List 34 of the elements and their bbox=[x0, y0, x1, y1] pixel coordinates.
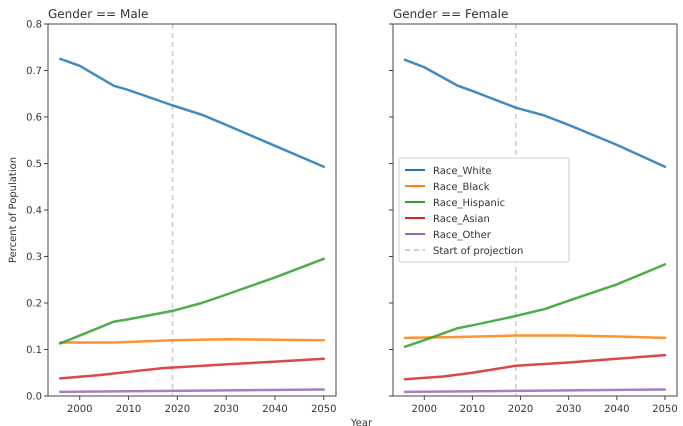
chart-title: Gender == Female bbox=[393, 7, 508, 21]
line-series bbox=[58, 258, 326, 345]
ref-line-label: Start of projection bbox=[433, 246, 524, 257]
x-tick-label: 2040 bbox=[262, 404, 288, 415]
y-tick-label: 0.6 bbox=[26, 112, 42, 124]
x-tick-label: 2040 bbox=[604, 404, 630, 415]
legend-label: Race_Hispanic bbox=[433, 198, 506, 209]
legend-label: Race_Asian bbox=[433, 214, 490, 225]
legend-label: Race_Other bbox=[433, 230, 492, 241]
x-tick-label: 2020 bbox=[164, 404, 190, 415]
x-tick-label: 2010 bbox=[460, 404, 486, 415]
x-tick-label: 2000 bbox=[412, 404, 438, 415]
x-tick-label: 2030 bbox=[213, 404, 239, 415]
y-axis-title: Percent of Population bbox=[8, 156, 19, 264]
x-tick-label: 2020 bbox=[508, 404, 534, 415]
x-tick-label: 2000 bbox=[67, 404, 92, 415]
y-tick-label: 0.1 bbox=[26, 345, 42, 356]
legend-label: Race_White bbox=[433, 166, 492, 177]
chart-title: Gender == Male bbox=[48, 7, 148, 21]
y-tick-label: 0.3 bbox=[26, 252, 42, 263]
y-tick-label: 0.0 bbox=[26, 392, 42, 402]
x-tick-label: 2030 bbox=[556, 404, 582, 415]
x-axis-title: Year bbox=[350, 418, 373, 426]
y-tick-label: 0.5 bbox=[26, 159, 42, 170]
y-tick-label: 0.8 bbox=[26, 20, 42, 30]
y-tick-label: 0.2 bbox=[26, 298, 42, 310]
y-tick-label: 0.4 bbox=[26, 206, 42, 216]
legend-label: Race_Black bbox=[433, 182, 490, 193]
x-tick-label: 2050 bbox=[652, 404, 678, 415]
line-series bbox=[58, 358, 326, 380]
y-tick-label: 0.7 bbox=[26, 66, 42, 77]
x-tick-label: 2010 bbox=[116, 404, 142, 415]
line-series bbox=[58, 58, 326, 168]
x-tick-label: 2050 bbox=[311, 404, 337, 415]
